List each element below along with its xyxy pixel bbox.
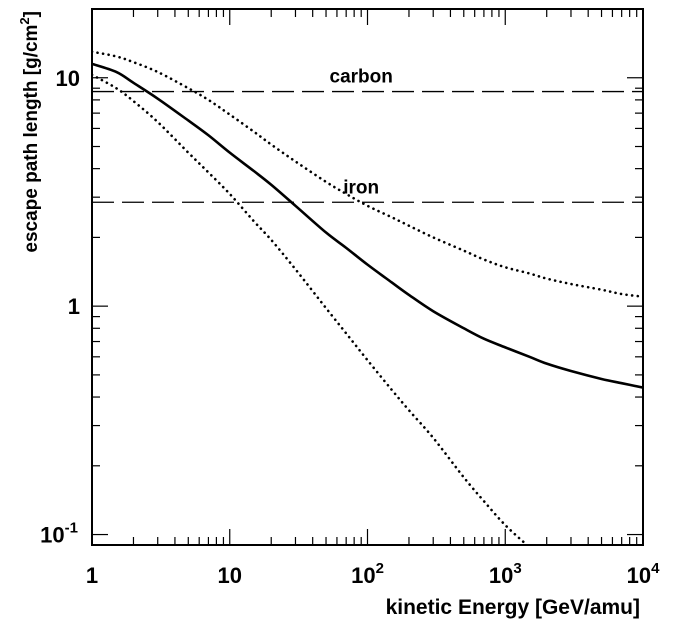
central-curve bbox=[92, 62, 643, 389]
reference-label-carbon: carbon bbox=[330, 67, 393, 88]
y-tick-label: 10 bbox=[56, 66, 80, 91]
lower-bound-curve bbox=[92, 73, 529, 545]
y-tick-label: 10-1 bbox=[40, 520, 78, 548]
x-tick-label: 103 bbox=[489, 560, 522, 588]
plot-area bbox=[92, 50, 643, 545]
x-tick-label: 1 bbox=[86, 563, 98, 588]
y-axis-label: escape path length [g/cm2] bbox=[17, 11, 42, 253]
x-tick-label: 104 bbox=[627, 560, 660, 588]
x-axis-label: kinetic Energy [GeV/amu] bbox=[386, 596, 640, 619]
reference-label-iron: iron bbox=[343, 177, 379, 198]
axis-labels: carbon iron 1 10 102 103 104 10-1 1 10 kinetic Ene… bbox=[17, 11, 660, 619]
upper-bound-curve bbox=[92, 50, 643, 298]
axes bbox=[91, 8, 643, 546]
y-tick-label: 1 bbox=[68, 294, 80, 319]
plot-frame bbox=[91, 8, 644, 546]
x-tick-label: 102 bbox=[351, 560, 384, 588]
x-tick-label: 10 bbox=[218, 563, 242, 588]
